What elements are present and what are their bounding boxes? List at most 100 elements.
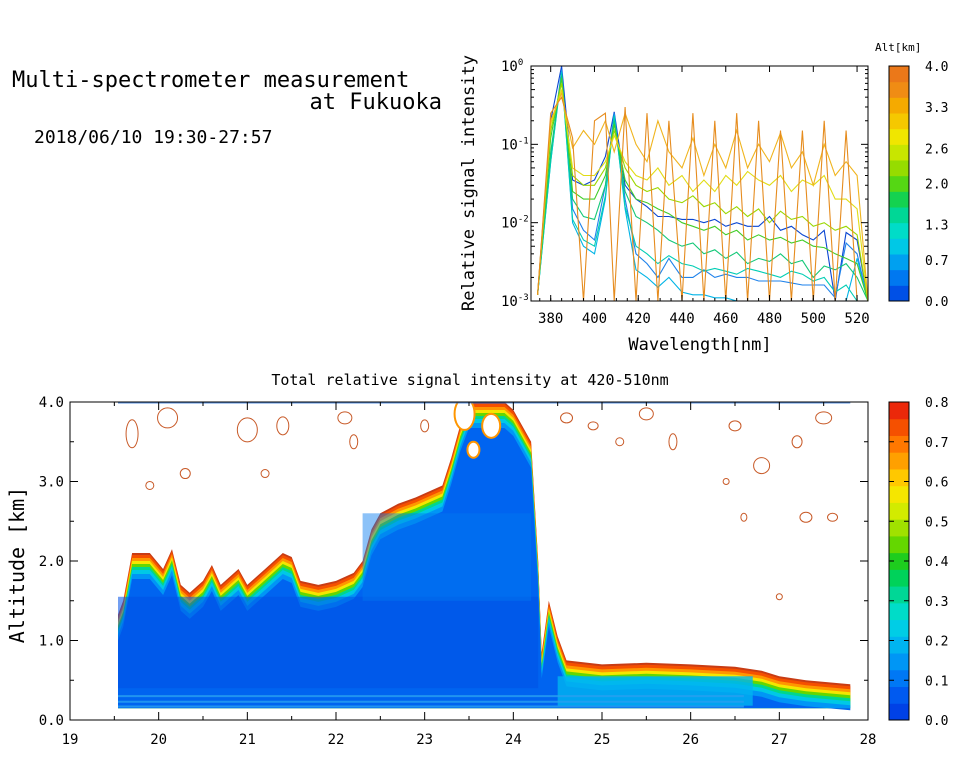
alt-colorbar-segment: [889, 128, 909, 145]
heatmap-cloud-contour: [753, 457, 771, 475]
heatmap-y-axis-label: Altitude [km]: [5, 487, 29, 644]
heatmap-x-tick-label: 23: [416, 732, 433, 748]
alt-colorbar-segment: [889, 113, 909, 130]
heatmap-core-region: [118, 596, 539, 689]
heat-colorbar-segment: [889, 502, 909, 520]
heatmap-x-tick-label: 26: [682, 732, 699, 748]
heat-colorbar-segment: [889, 435, 909, 453]
heatmap-cloud-contour: [125, 419, 139, 449]
heatmap-x-tick-label: 20: [150, 732, 167, 748]
heatmap-cloud-contour: [466, 440, 481, 459]
spectrum-y-tick-label: 100: [501, 58, 523, 75]
heatmap-cloud-contour: [799, 511, 813, 523]
heatmap-y-tick-label: 1.0: [39, 634, 64, 650]
spectrum-series-line: [537, 91, 868, 301]
spectrum-x-tick-label: 420: [626, 311, 651, 327]
heatmap-x-tick-label: 25: [594, 732, 611, 748]
heatmap-core-region: [362, 513, 532, 601]
heat-colorbar-segment: [889, 686, 909, 704]
heatmap-y-tick-label: 3.0: [39, 475, 64, 491]
heatmap-title: Total relative signal intensity at 420-5…: [271, 371, 668, 389]
spectrum-series-line: [537, 83, 868, 301]
alt-colorbar-segment: [889, 81, 909, 98]
heat-colorbar-segment: [889, 619, 909, 637]
heatmap-x-tick-label: 27: [771, 732, 788, 748]
heatmap-cloud-contour: [775, 593, 783, 601]
heat-colorbar-segment: [889, 452, 909, 470]
alt-colorbar-segment: [889, 207, 909, 224]
spectrum-series-line: [537, 75, 868, 301]
heat-colorbar-segment: [889, 535, 909, 554]
heat-colorbar-segment: [889, 653, 909, 671]
spectrum-y-tick-label: 10-3: [501, 293, 529, 310]
heat-colorbar-tick-label: 0.2: [925, 635, 948, 650]
heat-colorbar-tick-label: 0.1: [925, 674, 948, 689]
heatmap-y-tick-label: 4.0: [39, 395, 64, 411]
heatmap-cloud-contour: [453, 402, 476, 431]
alt-colorbar-segment: [889, 97, 909, 114]
heat-colorbar-segment: [889, 602, 909, 621]
spectrum-series-line: [537, 69, 868, 301]
spectrum-series-line: [537, 89, 868, 301]
alt-colorbar-tick-label: 2.0: [925, 178, 948, 193]
heatmap-x-tick-label: 22: [328, 732, 345, 748]
heatmap-cloud-contour: [420, 419, 430, 433]
alt-colorbar-segment: [889, 269, 909, 286]
alt-colorbar-segment: [889, 254, 909, 271]
heatmap-cloud-contour: [481, 412, 502, 439]
heatmap-x-tick-label: 24: [505, 732, 522, 748]
heatmap-cloud-contour: [740, 512, 748, 522]
heatmap-x-tick-label: 19: [62, 732, 79, 748]
heatmap-x-tick-label: 28: [860, 732, 877, 748]
alt-colorbar-tick-label: 3.3: [925, 101, 948, 116]
heat-colorbar-segment: [889, 703, 909, 721]
spectrum-series-line: [537, 78, 868, 301]
spectrum-x-tick-label: 480: [757, 311, 782, 327]
spectrum-series-line: [537, 71, 868, 301]
spectrum-x-axis-label: Wavelength[nm]: [628, 335, 771, 355]
heatmap-cloud-contour: [615, 437, 625, 447]
heat-colorbar-tick-label: 0.8: [925, 396, 948, 411]
heatmap-cloud-contour: [236, 417, 258, 443]
measurement-datetime: 2018/06/10 19:30-27:57: [34, 127, 273, 148]
heat-colorbar-segment: [889, 418, 909, 436]
heatmap-cloud-contour: [791, 435, 803, 449]
heatmap-cloud-contour: [827, 512, 839, 522]
heat-colorbar-segment: [889, 669, 909, 688]
alt-colorbar-tick-label: 0.0: [925, 295, 948, 310]
heat-colorbar-segment: [889, 402, 909, 420]
heatmap-cloud-contour: [337, 411, 353, 425]
alt-colorbar-tick-label: 0.7: [925, 254, 948, 269]
heatmap-cloud-contour: [722, 478, 730, 485]
heat-colorbar-tick-label: 0.0: [925, 714, 948, 729]
spectrum-series-line: [537, 95, 868, 301]
alt-colorbar-frame: [888, 65, 910, 302]
heatmap-cloud-contour: [145, 480, 155, 490]
spectrum-x-tick-label: 400: [582, 311, 607, 327]
alt-colorbar-segment: [889, 238, 909, 255]
spectrum-x-tick-label: 460: [713, 311, 738, 327]
heat-colorbar-tick-label: 0.4: [925, 555, 949, 570]
spectrum-x-tick-label: 520: [844, 311, 869, 327]
spectrum-y-axis-label: Relative signal intensity: [459, 55, 479, 311]
heatmap-cloud-contour: [638, 407, 654, 421]
heatmap-cloud-contour: [179, 468, 191, 480]
heat-colorbar-segment: [889, 485, 909, 503]
heat-colorbar-segment: [889, 586, 909, 604]
heatmap-cloud-contour: [815, 411, 833, 425]
heat-colorbar-segment: [889, 468, 909, 487]
chart-title-block: Multi-spectrometer measurement at Fukuok…: [12, 70, 442, 114]
alt-colorbar-tick-label: 4.0: [925, 60, 948, 75]
heatmap-cloud-contour: [728, 420, 742, 432]
alt-colorbar-tick-label: 2.6: [925, 142, 948, 157]
chart-title-line2: at Fukuoka: [309, 90, 442, 115]
spectrum-x-tick-label: 440: [669, 311, 694, 327]
alt-colorbar-segment: [889, 222, 909, 239]
heatmap-cloud-contour: [157, 407, 179, 429]
heat-colorbar-tick-label: 0.7: [925, 436, 948, 451]
spectrum-plot-frame: [530, 65, 869, 302]
heat-colorbar-segment: [889, 552, 909, 570]
heatmap-cloud-contour: [349, 434, 359, 450]
alt-colorbar-segment: [889, 66, 909, 83]
